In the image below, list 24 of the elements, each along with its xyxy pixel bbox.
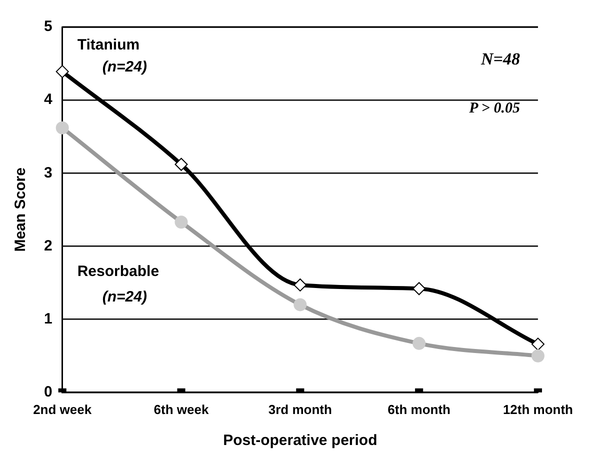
- y-tick-label: 3: [44, 164, 52, 182]
- x-tick-label: 6th week: [154, 402, 210, 417]
- x-axis-title: Post-operative period: [223, 432, 378, 450]
- x-tick-label: 6th month: [388, 402, 451, 417]
- x-tick-label: 2nd week: [33, 402, 92, 417]
- y-tick-label: 4: [44, 91, 53, 108]
- y-axis-title: Mean Score: [12, 168, 30, 252]
- y-tick-label: 5: [44, 18, 52, 36]
- point: [531, 338, 544, 351]
- point: [412, 282, 426, 296]
- annotation: N=48: [480, 49, 520, 68]
- y-tick-label: 0: [44, 384, 52, 401]
- x-tick-label: 12th month: [502, 402, 574, 417]
- y-tick-label: 1: [44, 310, 52, 328]
- annotation: (n=24): [102, 288, 147, 306]
- series-label: Titanium: [77, 36, 140, 54]
- point: [174, 158, 188, 171]
- point: [56, 65, 69, 78]
- annotation: (n=24): [102, 58, 147, 76]
- text: Resorbable: [77, 262, 160, 280]
- point: [294, 278, 307, 292]
- y-tick-label: 2: [44, 237, 52, 254]
- x-tick-label: 3rd month: [268, 402, 332, 417]
- annotation: P > 0.05: [469, 100, 520, 117]
